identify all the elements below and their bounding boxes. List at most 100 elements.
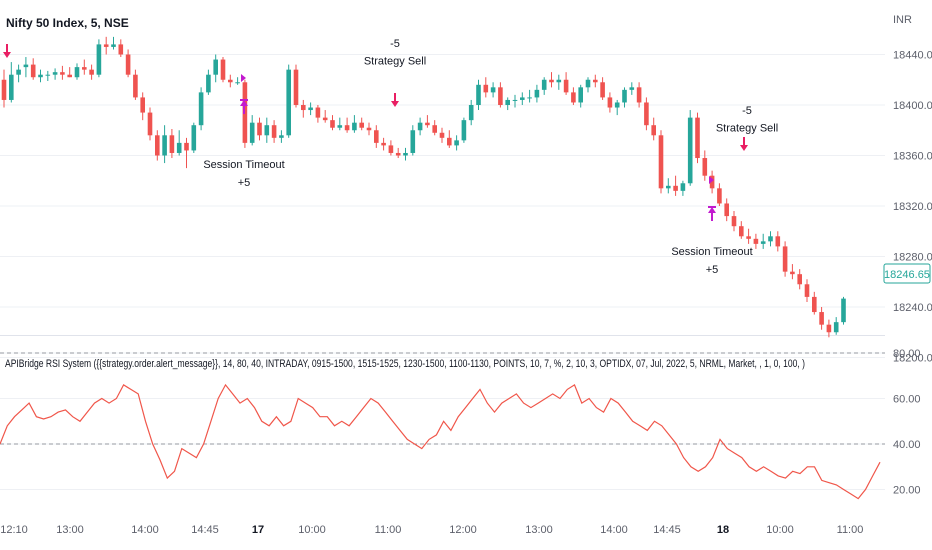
rsi-indicator-label[interactable]: APIBridge RSI System ({{strategy.order.a… [5,358,805,370]
candle[interactable] [395,147,401,159]
candle[interactable] [833,317,839,335]
candle[interactable] [724,198,729,222]
candle[interactable] [673,175,678,196]
candle[interactable] [841,296,846,325]
candle[interactable] [695,112,700,164]
candle[interactable] [753,233,759,249]
candle[interactable] [461,117,467,143]
candle[interactable] [658,130,664,194]
candle[interactable] [622,87,627,108]
candle[interactable] [826,319,832,338]
candle[interactable] [578,84,583,108]
candle[interactable] [1,69,7,108]
candle[interactable] [731,211,737,232]
candle[interactable] [176,130,182,156]
candle[interactable] [315,105,321,123]
candle[interactable] [38,69,43,83]
candle[interactable] [556,74,562,90]
candle[interactable] [739,221,744,239]
candle[interactable] [271,120,277,143]
candle[interactable] [520,92,525,105]
candle[interactable] [169,128,175,159]
candle[interactable] [717,183,722,206]
candle[interactable] [797,269,802,290]
symbol-title[interactable]: Nifty 50 Index, 5, NSE [6,16,129,30]
candle[interactable] [636,82,642,108]
candle[interactable] [702,150,708,181]
candle[interactable] [308,102,313,116]
candle[interactable] [563,72,569,95]
candle[interactable] [374,125,379,148]
candle[interactable] [133,69,138,100]
candle[interactable] [9,62,14,103]
candle[interactable] [680,180,686,196]
candle[interactable] [425,115,430,128]
candle[interactable] [541,77,547,95]
candle[interactable] [381,137,386,151]
candle[interactable] [125,49,131,78]
candle[interactable] [644,97,649,131]
candle[interactable] [614,99,620,116]
candle[interactable] [257,117,262,141]
candle[interactable] [220,57,226,83]
candle[interactable] [593,74,598,88]
candle[interactable] [403,147,408,161]
candle[interactable] [147,107,153,141]
candle[interactable] [439,127,445,143]
candle[interactable] [571,87,576,105]
candle[interactable] [782,241,788,277]
candle[interactable] [709,170,715,194]
time-axis[interactable]: 12:10 13:00 14:00 14:45 17 10:00 11:00 12:00 13:… [0,524,863,536]
candle[interactable] [505,97,510,111]
candle[interactable] [476,79,481,111]
candle[interactable] [366,122,372,136]
candle[interactable] [322,110,328,123]
candle[interactable] [191,122,197,153]
candle[interactable] [819,307,824,330]
price-axis[interactable]: 18200.00 18240.00 18280.00 18320.00 18360.00… [893,50,932,365]
candle[interactable] [45,70,51,82]
candle[interactable] [198,87,204,131]
candle[interactable] [111,36,116,50]
candle[interactable] [775,231,781,252]
candle[interactable] [184,137,189,169]
candle[interactable] [286,64,291,138]
candle[interactable] [96,39,102,78]
candle[interactable] [432,120,437,136]
candle[interactable] [512,94,518,108]
rsi-axis[interactable]: 20.00 40.00 60.00 80.00 [893,348,921,497]
candle[interactable] [30,58,36,80]
candle[interactable] [687,110,693,186]
candle[interactable] [103,36,109,55]
candle[interactable] [155,130,160,161]
candle[interactable] [67,67,72,78]
candle[interactable] [498,82,503,108]
candle[interactable] [600,77,605,100]
candle[interactable] [293,64,299,108]
candle[interactable] [651,117,656,141]
candle[interactable] [388,140,394,156]
candle[interactable] [74,63,80,80]
candle[interactable] [790,264,795,280]
candle[interactable] [447,130,452,148]
candle[interactable] [483,77,489,98]
candle[interactable] [279,130,284,143]
candle[interactable] [82,59,87,75]
candle[interactable] [264,117,270,143]
candle[interactable] [549,72,554,88]
candle[interactable] [249,115,255,146]
candle[interactable] [16,64,21,83]
candle[interactable] [454,135,459,151]
candle[interactable] [585,77,591,93]
candle[interactable] [330,115,335,131]
candle[interactable] [352,115,357,133]
candle[interactable] [746,228,751,244]
candle[interactable] [468,99,474,126]
candle[interactable] [23,57,29,78]
candle[interactable] [235,77,240,85]
candle[interactable] [162,125,167,164]
candle[interactable] [301,99,306,118]
candle[interactable] [812,291,817,315]
candle[interactable] [337,117,343,131]
candle[interactable] [490,82,496,98]
